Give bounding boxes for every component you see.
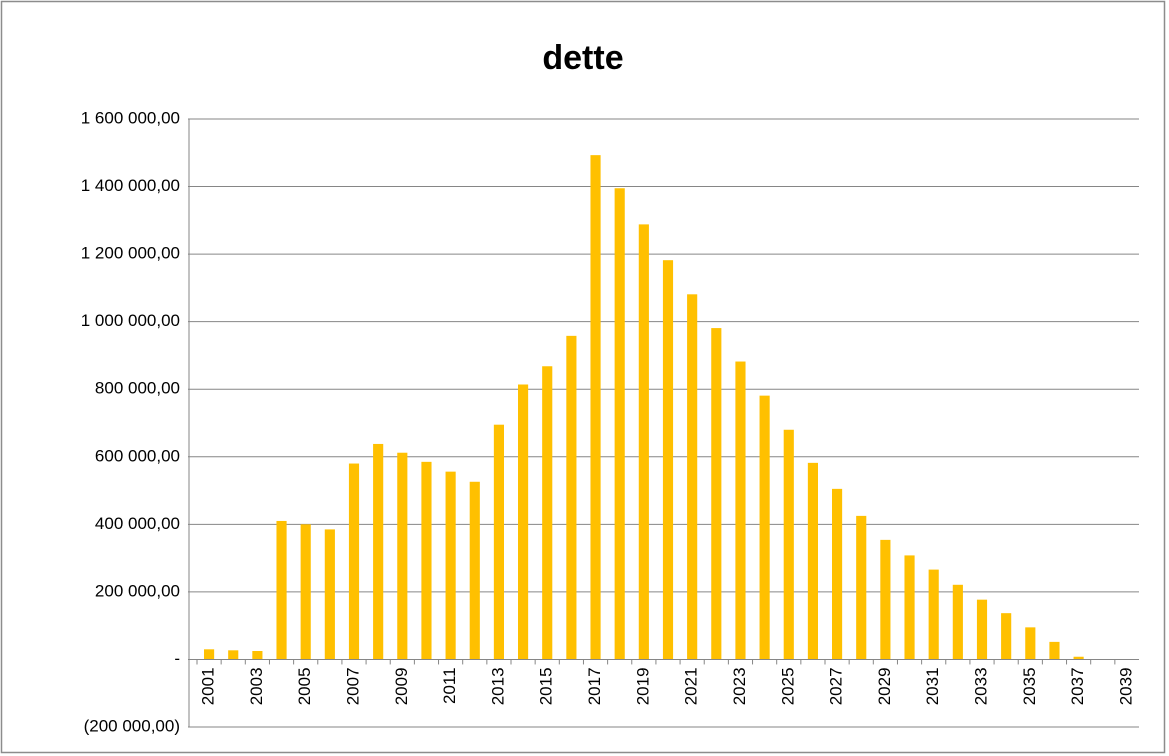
x-tick-label: 2019: [633, 667, 652, 705]
bar: [832, 488, 843, 660]
x-tick-label: 2009: [392, 667, 411, 705]
bar: [880, 539, 891, 660]
bar: [952, 584, 963, 660]
y-tick-label: -: [174, 649, 180, 668]
bar: [856, 515, 867, 660]
y-tick-label: 400 000,00: [95, 514, 180, 533]
x-tick-label: 2021: [682, 667, 701, 705]
bar: [1001, 613, 1012, 660]
bar: [518, 384, 529, 660]
x-tick-label: 2039: [1116, 667, 1135, 705]
bar: [735, 361, 746, 660]
bar: [469, 481, 480, 660]
bar: [493, 424, 504, 660]
x-tick-label: 2007: [343, 667, 362, 705]
chart-title: dette: [542, 39, 623, 77]
bar: [687, 294, 698, 660]
bar: [614, 188, 625, 660]
bar: [204, 649, 215, 660]
y-tick-label: 200 000,00: [95, 581, 180, 600]
bar: [1073, 656, 1084, 660]
bar: [252, 651, 263, 660]
bar: [373, 443, 384, 660]
bar: [711, 328, 722, 660]
bar: [1025, 627, 1036, 660]
bar: [566, 335, 577, 660]
x-tick-label: 2027: [827, 667, 846, 705]
y-tick-label: 1 400 000,00: [81, 176, 180, 195]
bar: [300, 524, 311, 660]
x-tick-label: 2033: [971, 667, 990, 705]
y-tick-label: 600 000,00: [95, 446, 180, 465]
x-tick-label: 2005: [295, 667, 314, 705]
bar: [348, 463, 360, 660]
bar: [590, 155, 601, 660]
x-tick-label: 2015: [537, 667, 556, 705]
x-tick-label: 2017: [585, 667, 604, 705]
bar: [662, 260, 674, 660]
bar: [276, 520, 287, 660]
bar: [397, 452, 408, 660]
x-tick-label: 2013: [488, 667, 507, 705]
y-tick-label: 1 200 000,00: [81, 244, 180, 263]
x-tick-label: 2001: [199, 667, 218, 705]
bar: [1049, 641, 1060, 660]
bar: [928, 569, 939, 660]
bar: [976, 599, 988, 660]
y-tick-label: 800 000,00: [95, 379, 180, 398]
y-tick-label: 1 000 000,00: [81, 311, 180, 330]
x-tick-label: 2037: [1068, 667, 1087, 705]
x-tick-label: 2029: [875, 667, 894, 705]
x-tick-label: 2035: [1020, 667, 1039, 705]
bar: [759, 395, 770, 660]
x-tick-label: 2031: [923, 667, 942, 705]
bar: [445, 471, 456, 660]
x-tick-label: 2011: [440, 667, 459, 704]
x-tick-label: 2003: [247, 667, 266, 705]
y-tick-label: 1 600 000,00: [81, 108, 180, 127]
bar: [904, 555, 915, 660]
bar: [228, 650, 239, 660]
x-tick-label: 2025: [778, 667, 797, 705]
bar: [542, 366, 553, 660]
bar: [421, 461, 432, 660]
bar: [638, 224, 649, 660]
bar: [783, 429, 794, 660]
bar: [807, 462, 818, 660]
y-tick-label: (200 000,00): [84, 716, 180, 735]
bar: [324, 529, 335, 660]
x-tick-label: 2023: [730, 667, 749, 705]
